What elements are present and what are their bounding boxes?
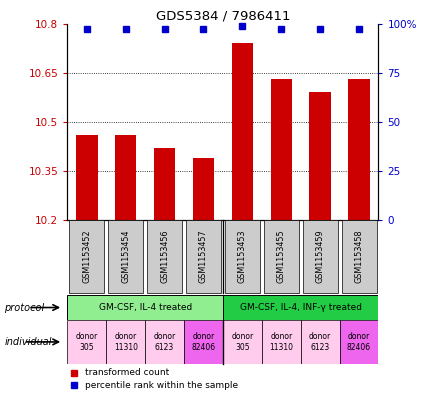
Text: donor
11310: donor 11310 [269, 332, 293, 352]
Bar [348, 79, 369, 220]
Text: percentile rank within the sample: percentile rank within the sample [84, 381, 237, 390]
Text: donor
82406: donor 82406 [191, 332, 215, 352]
Text: protocol: protocol [4, 303, 45, 312]
Text: GM-CSF, IL-4 treated: GM-CSF, IL-4 treated [99, 303, 191, 312]
Bar [186, 220, 220, 293]
Text: GSM1153453: GSM1153453 [237, 230, 247, 283]
Bar [67, 295, 222, 320]
Bar [224, 220, 259, 293]
Bar [67, 320, 106, 364]
Text: GSM1153459: GSM1153459 [315, 230, 324, 283]
Bar [231, 43, 253, 220]
Text: donor
6123: donor 6123 [153, 332, 175, 352]
Bar [302, 220, 337, 293]
Bar [108, 220, 143, 293]
Title: GDS5384 / 7986411: GDS5384 / 7986411 [155, 9, 289, 22]
Bar [154, 148, 175, 220]
Bar [69, 220, 104, 293]
Bar [222, 320, 261, 364]
Text: donor
305: donor 305 [76, 332, 98, 352]
Bar [222, 295, 378, 320]
Bar [115, 135, 136, 220]
Text: individual: individual [4, 337, 52, 347]
Text: GSM1153458: GSM1153458 [354, 230, 363, 283]
Bar [184, 320, 222, 364]
Text: donor
6123: donor 6123 [308, 332, 331, 352]
Bar [145, 320, 184, 364]
Bar [76, 135, 97, 220]
Bar [261, 320, 300, 364]
Bar [300, 320, 339, 364]
Text: GSM1153452: GSM1153452 [82, 230, 91, 283]
Bar [309, 92, 330, 220]
Bar [270, 79, 291, 220]
Text: donor
82406: donor 82406 [346, 332, 370, 352]
Text: donor
11310: donor 11310 [113, 332, 138, 352]
Bar [147, 220, 182, 293]
Bar [192, 158, 214, 220]
Bar [106, 320, 145, 364]
Text: GM-CSF, IL-4, INF-γ treated: GM-CSF, IL-4, INF-γ treated [239, 303, 361, 312]
Text: GSM1153456: GSM1153456 [160, 230, 169, 283]
Bar [339, 320, 378, 364]
Text: GSM1153457: GSM1153457 [198, 230, 207, 283]
Bar [263, 220, 298, 293]
Text: GSM1153455: GSM1153455 [276, 230, 285, 283]
Text: donor
305: donor 305 [231, 332, 253, 352]
Text: GSM1153454: GSM1153454 [121, 230, 130, 283]
Bar [341, 220, 376, 293]
Text: transformed count: transformed count [84, 368, 168, 377]
